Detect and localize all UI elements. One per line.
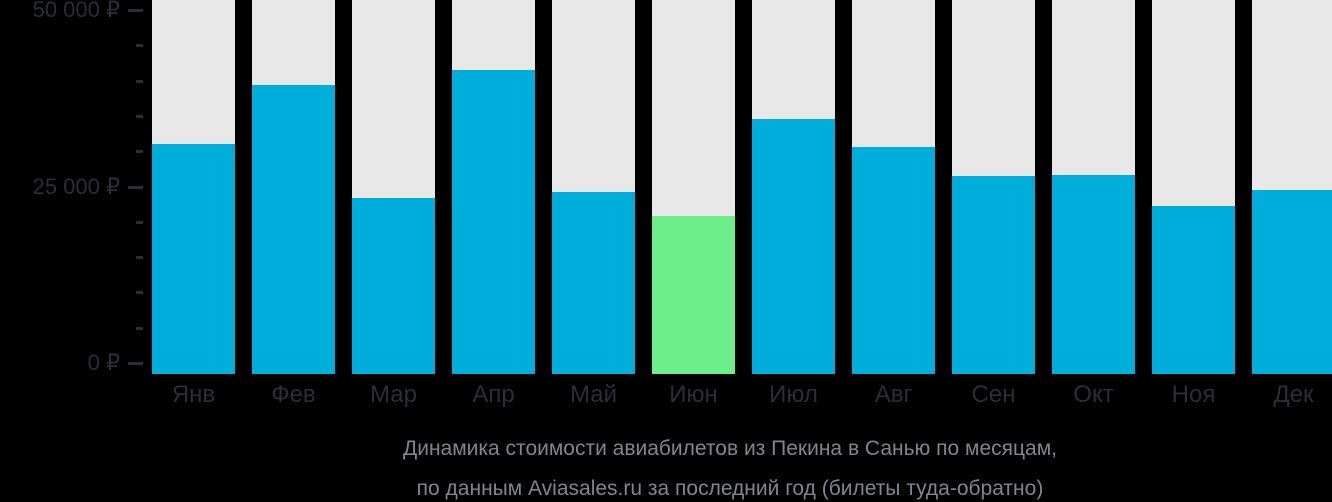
y-axis-minor-tick — [136, 44, 143, 47]
y-axis-minor-tick — [136, 80, 143, 83]
month-column-bg — [152, 0, 235, 374]
price-bar — [152, 144, 235, 374]
month-column-bg — [1252, 0, 1332, 374]
month-label: Окт — [1073, 381, 1114, 408]
price-bar — [752, 119, 835, 374]
y-axis-minor-tick — [136, 256, 143, 259]
month-label: Дек — [1273, 381, 1314, 408]
y-axis-major-tick — [128, 9, 143, 12]
month-label: Июн — [669, 381, 718, 408]
month-label: Апр — [472, 381, 515, 408]
month-label: Янв — [171, 381, 216, 408]
price-bar — [1252, 190, 1332, 374]
month-label: Авг — [874, 381, 913, 408]
price-bar — [1152, 206, 1235, 374]
y-axis-major-tick — [128, 362, 143, 365]
caption-line1: Динамика стоимости авиабилетов из Пекина… — [403, 437, 1057, 460]
price-bar — [1052, 175, 1135, 374]
price-bar — [652, 216, 735, 374]
month-label: Ноя — [1171, 381, 1216, 408]
month-column-bg — [952, 0, 1035, 374]
y-axis-minor-tick — [136, 221, 143, 224]
price-bar — [252, 85, 335, 374]
month-label: Мар — [370, 381, 417, 408]
month-label: Сен — [971, 381, 1016, 408]
month-label: Июл — [769, 381, 818, 408]
y-axis-minor-tick — [136, 291, 143, 294]
y-axis-minor-tick — [136, 150, 143, 153]
y-axis-tick-label: 25 000 ₽ — [32, 174, 120, 199]
month-column-bg — [252, 0, 335, 374]
month-column-bg — [452, 0, 535, 374]
y-axis-minor-tick — [136, 327, 143, 330]
month-label: Май — [569, 381, 617, 408]
y-axis-minor-tick — [136, 115, 143, 118]
month-column-bg — [1052, 0, 1135, 374]
month-column-bg — [1152, 0, 1235, 374]
price-bar — [552, 192, 635, 374]
price-bar — [352, 198, 435, 374]
month-column-bg — [752, 0, 835, 374]
month-column-bg — [652, 0, 735, 374]
y-axis-tick-label: 50 000 ₽ — [32, 0, 120, 22]
month-column-bg — [352, 0, 435, 374]
chart-caption: Динамика стоимости авиабилетов из Пекина… — [128, 429, 1332, 502]
price-bar — [952, 176, 1035, 374]
month-column-bg — [552, 0, 635, 374]
caption-line2: по данным Aviasales.ru за последний год … — [416, 477, 1044, 500]
month-column-bg — [852, 0, 935, 374]
price-bar — [452, 70, 535, 374]
month-label: Фев — [271, 381, 316, 408]
price-bar — [852, 147, 935, 374]
y-axis-tick-label: 0 ₽ — [87, 350, 120, 375]
y-axis-major-tick — [128, 186, 143, 189]
